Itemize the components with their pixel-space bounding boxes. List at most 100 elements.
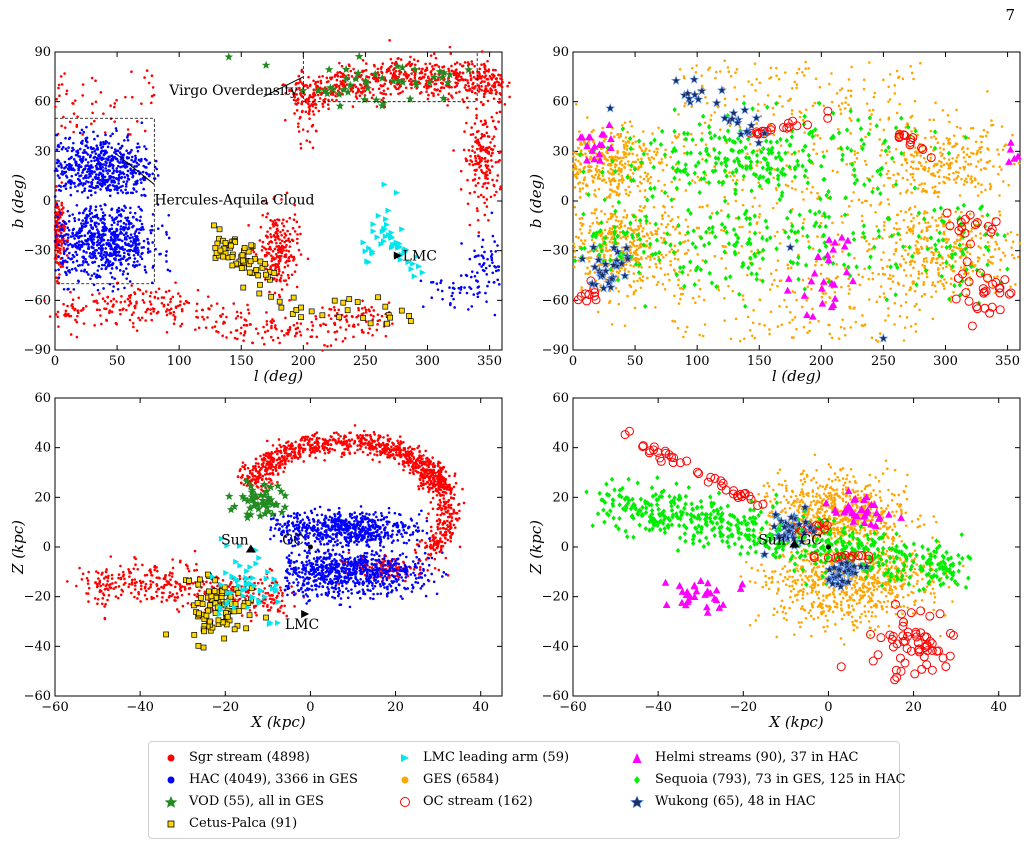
data-point: [135, 235, 139, 238]
data-point: [491, 261, 494, 264]
data-point: [848, 116, 852, 120]
data-point: [121, 273, 125, 276]
data-point: [197, 326, 201, 330]
data-point: [587, 260, 591, 263]
data-point: [925, 211, 929, 214]
data-point: [242, 333, 246, 337]
data-point: [96, 288, 100, 292]
data-point: [407, 318, 414, 325]
data-point: [583, 176, 587, 179]
data-point: [228, 242, 234, 249]
data-point: [60, 242, 64, 245]
data-point: [660, 189, 664, 193]
data-point: [997, 153, 1001, 156]
data-point: [588, 228, 592, 232]
data-point: [57, 86, 60, 90]
data-point: [954, 260, 957, 263]
data-point: [450, 64, 453, 68]
data-point: [99, 188, 102, 191]
data-point: [114, 258, 117, 262]
data-point: [402, 73, 406, 76]
data-point: [969, 162, 973, 166]
data-point: [105, 227, 108, 230]
data-point: [623, 209, 627, 212]
data-point: [82, 261, 85, 264]
data-point: [913, 260, 917, 264]
data-point: [605, 220, 609, 224]
data-point: [468, 191, 472, 195]
data-point: [100, 184, 104, 188]
data-point: [578, 190, 582, 193]
data-point: [100, 156, 104, 159]
data-point: [486, 89, 490, 93]
data-point: [964, 160, 967, 163]
data-point: [484, 150, 488, 153]
data-point: [986, 240, 990, 244]
data-point: [123, 175, 127, 179]
data-point: [296, 326, 300, 330]
data-point: [957, 171, 960, 174]
data-point: [923, 292, 926, 296]
data-point: [59, 261, 63, 264]
data-point: [122, 153, 126, 156]
data-point: [136, 179, 139, 183]
data-point: [463, 130, 466, 133]
data-point: [156, 203, 160, 206]
data-point: [120, 294, 123, 298]
data-point: [976, 194, 980, 197]
data-point: [596, 310, 600, 314]
data-point: [107, 188, 111, 192]
data-point: [139, 207, 142, 211]
data-point: [143, 129, 147, 133]
data-point: [623, 166, 627, 169]
data-point: [132, 183, 136, 186]
y-tick-label: 60: [34, 95, 51, 110]
data-point: [466, 178, 469, 182]
data-point: [334, 73, 337, 77]
data-point: [942, 224, 945, 228]
data-point: [112, 169, 116, 172]
y-tick-label: 90: [34, 45, 51, 60]
data-point: [278, 248, 281, 251]
data-point: [148, 250, 152, 253]
data-point: [164, 310, 168, 313]
data-point: [91, 293, 94, 297]
data-point: [625, 216, 628, 219]
data-point: [121, 246, 124, 250]
data-point: [482, 95, 486, 99]
data-point: [954, 242, 957, 245]
data-point: [149, 303, 153, 306]
data-point: [490, 73, 494, 76]
data-point: [72, 234, 75, 238]
data-point: [448, 286, 451, 289]
data-point: [60, 203, 64, 207]
data-point: [106, 172, 110, 175]
data-point: [612, 177, 616, 180]
data-point: [830, 100, 834, 104]
data-point: [56, 228, 60, 232]
data-point: [802, 74, 806, 77]
data-point: [410, 83, 414, 87]
data-point: [588, 271, 592, 275]
data-point: [459, 188, 463, 191]
data-point: [966, 147, 969, 150]
data-point: [665, 225, 668, 229]
data-point: [471, 145, 474, 148]
data-point: [94, 275, 98, 278]
data-point: [480, 254, 483, 257]
data-point: [934, 219, 937, 222]
data-point: [260, 249, 264, 252]
data-point: [459, 75, 463, 79]
data-point: [618, 161, 622, 164]
data-point: [491, 178, 494, 182]
data-point: [921, 187, 925, 191]
data-point: [95, 173, 98, 176]
data-point: [671, 205, 674, 209]
data-point: [937, 271, 940, 275]
data-point: [62, 287, 66, 291]
data-point: [609, 254, 612, 257]
data-point: [979, 236, 983, 240]
data-point: [111, 158, 114, 162]
data-point: [129, 301, 133, 305]
data-point: [609, 212, 613, 216]
